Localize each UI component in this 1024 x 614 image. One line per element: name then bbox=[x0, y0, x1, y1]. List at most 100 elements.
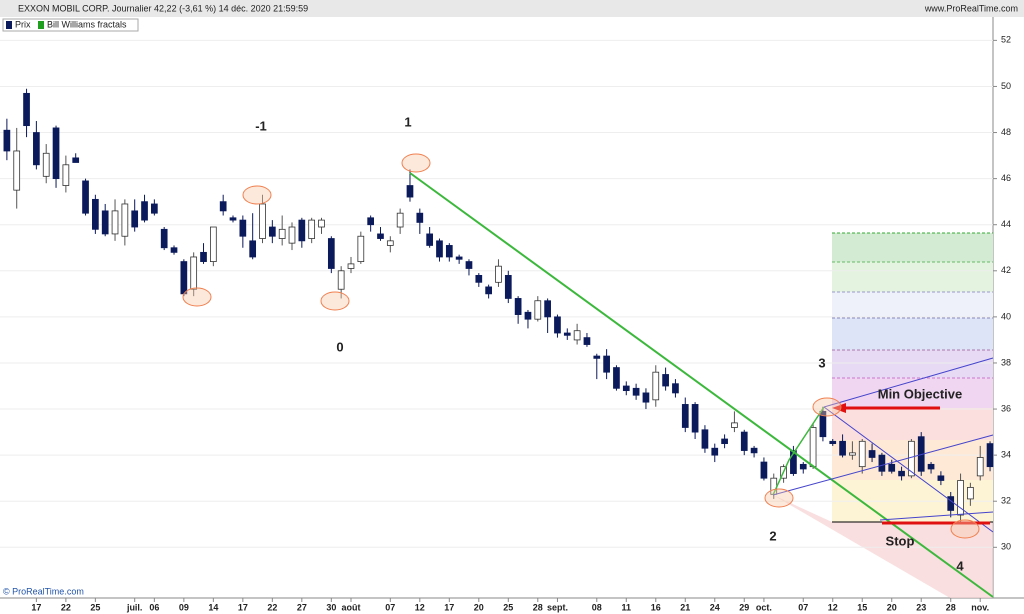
candle-body bbox=[396, 212, 404, 228]
zone bbox=[832, 262, 993, 292]
wave-label: 4 bbox=[956, 558, 964, 573]
candle-body bbox=[819, 410, 827, 438]
candle-body bbox=[131, 210, 139, 228]
candle-body bbox=[504, 275, 512, 299]
candle-body bbox=[33, 132, 40, 166]
wave-label: 1 bbox=[404, 114, 411, 129]
x-tick-label: 14 bbox=[208, 602, 218, 612]
channel-line bbox=[879, 511, 994, 521]
pivot bbox=[242, 185, 272, 205]
candle-body bbox=[141, 201, 148, 221]
candle-body bbox=[554, 316, 561, 334]
pivot bbox=[950, 519, 980, 539]
zone bbox=[832, 408, 993, 440]
candle-body bbox=[377, 233, 384, 239]
x-tick-label: 21 bbox=[680, 602, 690, 612]
candle-body bbox=[180, 261, 188, 295]
candle-body bbox=[475, 275, 483, 283]
x-tick-label: 08 bbox=[592, 602, 602, 612]
wave-label: -1 bbox=[255, 118, 267, 133]
y-tick-label: 40 bbox=[1001, 311, 1011, 321]
candle-body bbox=[868, 450, 876, 458]
candle-body bbox=[278, 228, 286, 239]
candle-body bbox=[662, 374, 669, 387]
candle-body bbox=[259, 203, 266, 239]
candle-body bbox=[642, 392, 650, 403]
candle-body bbox=[652, 371, 660, 401]
stop-label: Stop bbox=[886, 533, 915, 548]
candle-body bbox=[298, 219, 306, 242]
candle-body bbox=[593, 355, 601, 359]
candle-body bbox=[170, 247, 178, 253]
x-tick-label: août bbox=[341, 602, 360, 612]
x-tick-label: sept. bbox=[547, 602, 568, 612]
wave-label: 2 bbox=[769, 528, 776, 543]
candle-body bbox=[760, 461, 768, 479]
candle-body bbox=[632, 387, 640, 396]
risk-zone bbox=[773, 495, 993, 598]
pivot bbox=[182, 287, 212, 307]
candle-body bbox=[937, 475, 945, 481]
x-tick-label: 12 bbox=[828, 602, 838, 612]
candle-body bbox=[62, 164, 70, 186]
x-tick-label: 11 bbox=[622, 602, 632, 612]
candle-body bbox=[976, 457, 984, 477]
zone bbox=[832, 318, 993, 350]
y-tick-label: 34 bbox=[1001, 450, 1011, 460]
x-tick-label: 07 bbox=[798, 602, 808, 612]
y-tick-label: 44 bbox=[1001, 219, 1011, 229]
candle-body bbox=[436, 240, 443, 258]
x-tick-label: 22 bbox=[267, 602, 277, 612]
x-tick-label: 09 bbox=[179, 602, 189, 612]
x-tick-label: 27 bbox=[297, 602, 307, 612]
candle-body bbox=[288, 226, 296, 244]
footer: © ProRealTime.com bbox=[3, 586, 84, 596]
pivot bbox=[764, 488, 794, 508]
candle-body bbox=[308, 219, 316, 239]
candle-body bbox=[790, 450, 797, 474]
drawings bbox=[182, 153, 994, 598]
channel-line bbox=[823, 357, 994, 408]
candle-body bbox=[495, 265, 502, 283]
channel-line bbox=[772, 434, 994, 496]
candle-body bbox=[347, 263, 355, 269]
legend-swatch bbox=[6, 21, 12, 29]
candle-body bbox=[249, 240, 257, 258]
x-tick-label: 30 bbox=[326, 602, 336, 612]
candle-body bbox=[151, 203, 158, 214]
x-tick-label: 17 bbox=[31, 602, 41, 612]
candle-body bbox=[357, 235, 365, 262]
wave-label: 3 bbox=[818, 355, 825, 370]
candle-body bbox=[839, 440, 846, 456]
candle-body bbox=[318, 219, 325, 228]
y-tick-label: 38 bbox=[1001, 357, 1011, 367]
x-tick-label: 06 bbox=[149, 602, 159, 612]
legend-entry: Prix bbox=[15, 19, 31, 29]
candle-body bbox=[52, 127, 60, 180]
candle-body bbox=[563, 332, 571, 336]
y-tick-label: 48 bbox=[1001, 127, 1011, 137]
candle-body bbox=[927, 463, 935, 470]
candle-body bbox=[957, 480, 964, 516]
candle-body bbox=[603, 355, 610, 373]
candle-body bbox=[986, 443, 994, 468]
candle-body bbox=[465, 261, 473, 269]
zone bbox=[832, 378, 993, 408]
candle-body bbox=[101, 210, 109, 235]
candle-body bbox=[534, 300, 542, 320]
candle-body bbox=[416, 212, 424, 223]
candle-body bbox=[750, 447, 758, 454]
candle-body bbox=[337, 270, 345, 290]
candle-body bbox=[799, 463, 807, 470]
candle-body bbox=[23, 92, 30, 127]
candle-body bbox=[888, 463, 896, 472]
x-tick-label: 28 bbox=[533, 602, 543, 612]
candle-body bbox=[209, 226, 217, 262]
candle-body bbox=[849, 452, 856, 456]
candle-body bbox=[219, 201, 227, 212]
candle-body bbox=[13, 150, 21, 191]
x-tick-label: juil. bbox=[126, 602, 143, 612]
wave-line bbox=[772, 406, 825, 496]
candle-body bbox=[111, 210, 119, 235]
x-tick-label: 28 bbox=[946, 602, 956, 612]
